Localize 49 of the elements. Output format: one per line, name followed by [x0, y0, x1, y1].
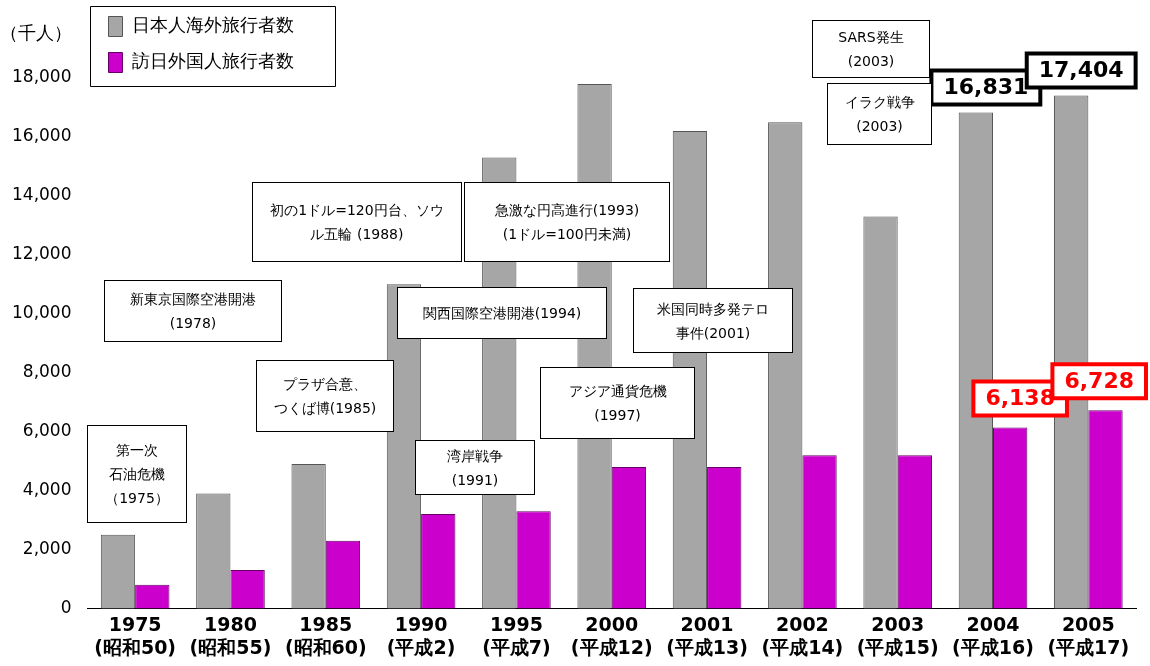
annotation: アジア通貨危機 (1997)	[568, 382, 667, 425]
annotation: 新東京国際空港開港 (1978)	[130, 290, 256, 333]
y-tick-label: 10,000	[12, 302, 72, 323]
note-box: アジア通貨危機 (1997)	[540, 367, 695, 439]
y-tick-label: 4,000	[22, 478, 72, 499]
data-label: 6,728	[1064, 367, 1134, 393]
note-box: プラザ合意、つくば博(1985)	[256, 360, 394, 432]
note-box: 関西国際空港開港(1994)	[397, 287, 607, 339]
note-box: 第一次石油危機（1975）	[87, 425, 187, 523]
note-box: 新東京国際空港開港 (1978)	[104, 280, 282, 342]
x-tick-label: 1980 (昭和55)	[189, 612, 272, 658]
x-tick-label: 2000 (平成12)	[570, 612, 653, 658]
x-tick-label: 1990 (平成2)	[386, 612, 456, 658]
annotation: 急激な円高進行(1993) (1ドル=100円未満)	[494, 201, 640, 244]
y-tick-label: 16,000	[12, 125, 72, 146]
annotation: 米国同時多発テロ事件(2001)	[657, 299, 769, 343]
annotation: 湾岸戦争 (1991)	[447, 446, 503, 490]
annotation: 初の1ドル=120円台、ソウル五輪 (1988)	[270, 201, 444, 244]
data-label: 6,138	[985, 385, 1055, 411]
data-label: 16,831	[943, 74, 1029, 100]
annotation: プラザ合意、つくば博(1985)	[273, 375, 377, 418]
y-tick-label: 0	[60, 596, 72, 617]
note-box: 湾岸戦争 (1991)	[415, 440, 535, 495]
x-tick-label: 2002 (平成14)	[761, 612, 844, 658]
note-box: イラク戦争 (2003)	[827, 83, 932, 145]
note-box: 初の1ドル=120円台、ソウル五輪 (1988)	[252, 182, 462, 262]
y-tick-label: 6,000	[22, 420, 72, 441]
annotation: イラク戦争 (2003)	[844, 93, 915, 136]
y-tick-label: 18,000	[12, 66, 72, 87]
x-tick-label: 2003 (平成15)	[856, 612, 939, 658]
x-tick-label: 2005 (平成17)	[1047, 612, 1130, 658]
note-box: 米国同時多発テロ事件(2001)	[633, 288, 793, 353]
y-tick-label: 2,000	[22, 537, 72, 558]
annotation: 関西国際空港開港(1994)	[422, 304, 582, 323]
legend-label: 日本人海外旅行者数	[132, 13, 294, 35]
x-tick-label: 1975 (昭和50)	[94, 612, 177, 658]
y-tick-label: 12,000	[12, 243, 72, 264]
x-tick-label: 1995 (平成7)	[482, 612, 551, 658]
data-label: 17,404	[1038, 57, 1124, 83]
x-tick-label: 1985 (昭和60)	[284, 612, 367, 658]
note-box: SARS発生 (2003)	[812, 20, 930, 78]
legend-label: 訪日外国人旅行者数	[132, 49, 294, 71]
y-tick-label: 14,000	[12, 184, 72, 205]
y-axis-title: （千人）	[0, 21, 72, 43]
x-tick-label: 2004 (平成16)	[952, 612, 1034, 658]
y-tick-label: 8,000	[22, 361, 72, 382]
annotation: 第一次石油危機（1975）	[105, 441, 169, 508]
x-tick-label: 2001 (平成13)	[666, 612, 748, 658]
note-box: 急激な円高進行(1993) (1ドル=100円未満)	[464, 182, 670, 262]
